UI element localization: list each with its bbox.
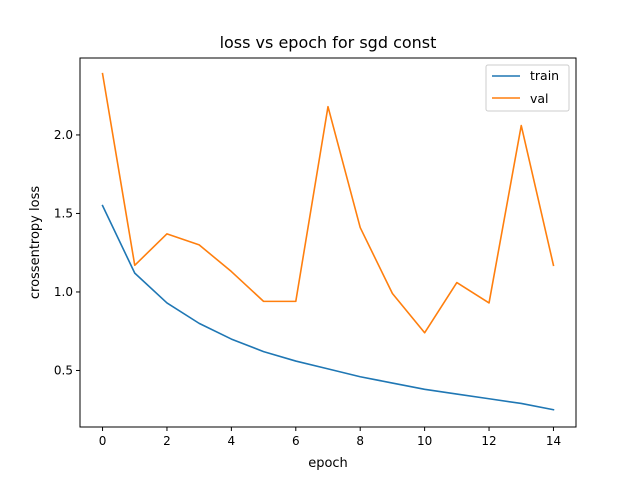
- legend-label-val: val: [530, 91, 549, 106]
- plot-area: [79, 57, 577, 428]
- x-axis-label: epoch: [308, 456, 348, 471]
- y-tick-label: 0.5: [54, 363, 73, 377]
- x-tick-label: 12: [481, 434, 496, 448]
- y-tick-label: 1.0: [54, 285, 73, 299]
- x-tick-label: 2: [163, 434, 171, 448]
- x-tick-label: 14: [546, 434, 561, 448]
- chart-title: loss vs epoch for sgd const: [220, 33, 437, 52]
- legend: train val: [485, 64, 570, 112]
- legend-label-train: train: [530, 68, 559, 83]
- plot-frame: [79, 57, 577, 428]
- y-axis-label: crossentropy loss: [28, 186, 43, 299]
- y-tick-label: 1.5: [54, 206, 73, 220]
- x-tick-label: 10: [417, 434, 432, 448]
- x-tick-label: 6: [292, 434, 300, 448]
- plot-background: [80, 58, 576, 427]
- series-line-train: [101, 204, 555, 411]
- y-axis-ticks: 0.5 1.0 1.5 2.0: [54, 128, 80, 377]
- series-layer: [101, 72, 555, 411]
- x-tick-label: 0: [99, 434, 107, 448]
- y-tick-label: 2.0: [54, 128, 73, 142]
- x-tick-label: 8: [356, 434, 364, 448]
- x-axis-ticks: 0 2 4 6 8 10 12 14: [99, 427, 561, 448]
- series-line-val: [101, 72, 555, 334]
- x-tick-label: 4: [228, 434, 236, 448]
